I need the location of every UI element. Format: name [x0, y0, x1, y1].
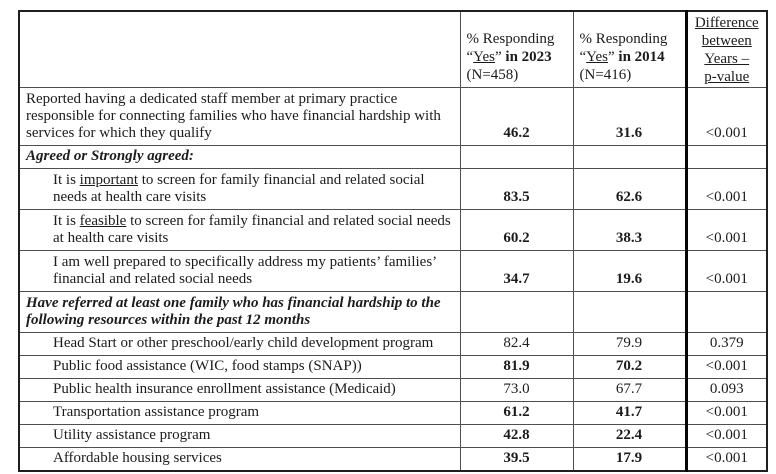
- p-value: <0.001: [684, 447, 768, 472]
- p-value: <0.001: [684, 168, 768, 210]
- corner-cell: [18, 10, 461, 88]
- p-value: 0.379: [684, 332, 768, 356]
- value-2014: 31.6: [572, 87, 687, 146]
- header-2014-quote-close: ”: [608, 49, 619, 65]
- p-value: <0.001: [684, 250, 768, 292]
- value-2014: 38.3: [572, 209, 687, 251]
- header-diff-line4: p-value: [704, 69, 750, 85]
- value-2014: 41.7: [572, 401, 687, 425]
- header-2014-line1: % Responding: [579, 31, 668, 47]
- header-diff-line3: Years –: [704, 51, 750, 67]
- empty-cell: [684, 291, 768, 333]
- header-row: % Responding “Yes” in 2023 (N=458) % Res…: [18, 10, 768, 88]
- header-2023: % Responding “Yes” in 2023 (N=458): [459, 10, 574, 88]
- header-2014-yes: Yes: [586, 49, 608, 65]
- header-2023-quote-open: “: [466, 49, 474, 65]
- value-2023: 82.4: [459, 332, 574, 356]
- header-2023-n: (N=458): [466, 67, 519, 83]
- header-2023-quote-close: ”: [495, 49, 506, 65]
- value-2023: 83.5: [459, 168, 574, 210]
- p-value: <0.001: [684, 355, 768, 379]
- p-value: <0.001: [684, 209, 768, 251]
- table-row: Transportation assistance program 61.2 4…: [18, 401, 768, 425]
- header-2023-line1: % Responding: [466, 31, 555, 47]
- row-label: It is feasible to screen for family fina…: [18, 209, 461, 251]
- section-row: Have referred at least one family who ha…: [18, 291, 768, 333]
- table-row: Public food assistance (WIC, food stamps…: [18, 355, 768, 379]
- table-row: Public health insurance enrollment assis…: [18, 378, 768, 402]
- value-2023: 34.7: [459, 250, 574, 292]
- row-label: Utility assistance program: [18, 424, 461, 448]
- header-diff-line2: between: [701, 33, 752, 49]
- header-2023-year: in 2023: [505, 49, 552, 65]
- value-2023: 46.2: [459, 87, 574, 146]
- p-value: <0.001: [684, 424, 768, 448]
- empty-cell: [572, 145, 687, 169]
- header-2014-quote-open: “: [579, 49, 587, 65]
- value-2014: 67.7: [572, 378, 687, 402]
- row-label: Public food assistance (WIC, food stamps…: [18, 355, 461, 379]
- header-difference: Difference between Years – p-value: [684, 10, 768, 88]
- section-label: Have referred at least one family who ha…: [18, 291, 461, 333]
- header-2014-n: (N=416): [579, 67, 632, 83]
- value-2014: 17.9: [572, 447, 687, 472]
- empty-cell: [572, 291, 687, 333]
- section-row: Agreed or Strongly agreed:: [18, 145, 768, 169]
- table-row: Reported having a dedicated staff member…: [18, 87, 768, 146]
- row-label: I am well prepared to specifically addre…: [18, 250, 461, 292]
- row-label: Affordable housing services: [18, 447, 461, 472]
- row-label: It is important to screen for family fin…: [18, 168, 461, 210]
- empty-cell: [459, 291, 574, 333]
- value-2014: 62.6: [572, 168, 687, 210]
- value-2014: 79.9: [572, 332, 687, 356]
- header-diff-line1: Difference: [694, 15, 759, 31]
- table-row: It is important to screen for family fin…: [18, 168, 768, 210]
- value-2023: 60.2: [459, 209, 574, 251]
- value-2023: 39.5: [459, 447, 574, 472]
- value-2023: 61.2: [459, 401, 574, 425]
- p-value: <0.001: [684, 401, 768, 425]
- table-row: I am well prepared to specifically addre…: [18, 250, 768, 292]
- value-2023: 81.9: [459, 355, 574, 379]
- row-label: Public health insurance enrollment assis…: [18, 378, 461, 402]
- empty-cell: [684, 145, 768, 169]
- header-2014: % Responding “Yes” in 2014 (N=416): [572, 10, 687, 88]
- p-value: 0.093: [684, 378, 768, 402]
- value-2023: 42.8: [459, 424, 574, 448]
- empty-cell: [459, 145, 574, 169]
- value-2023: 73.0: [459, 378, 574, 402]
- table-row: Affordable housing services 39.5 17.9 <0…: [18, 447, 768, 472]
- value-2014: 22.4: [572, 424, 687, 448]
- p-value: <0.001: [684, 87, 768, 146]
- header-2023-yes: Yes: [473, 49, 495, 65]
- value-2014: 19.6: [572, 250, 687, 292]
- row-label: Transportation assistance program: [18, 401, 461, 425]
- row-label: Reported having a dedicated staff member…: [18, 87, 461, 146]
- results-table: % Responding “Yes” in 2023 (N=458) % Res…: [18, 10, 768, 472]
- row-label: Head Start or other preschool/early chil…: [18, 332, 461, 356]
- section-label: Agreed or Strongly agreed:: [18, 145, 461, 169]
- table-row: Head Start or other preschool/early chil…: [18, 332, 768, 356]
- header-2014-year: in 2014: [618, 49, 665, 65]
- value-2014: 70.2: [572, 355, 687, 379]
- table-row: Utility assistance program 42.8 22.4 <0.…: [18, 424, 768, 448]
- table-row: It is feasible to screen for family fina…: [18, 209, 768, 251]
